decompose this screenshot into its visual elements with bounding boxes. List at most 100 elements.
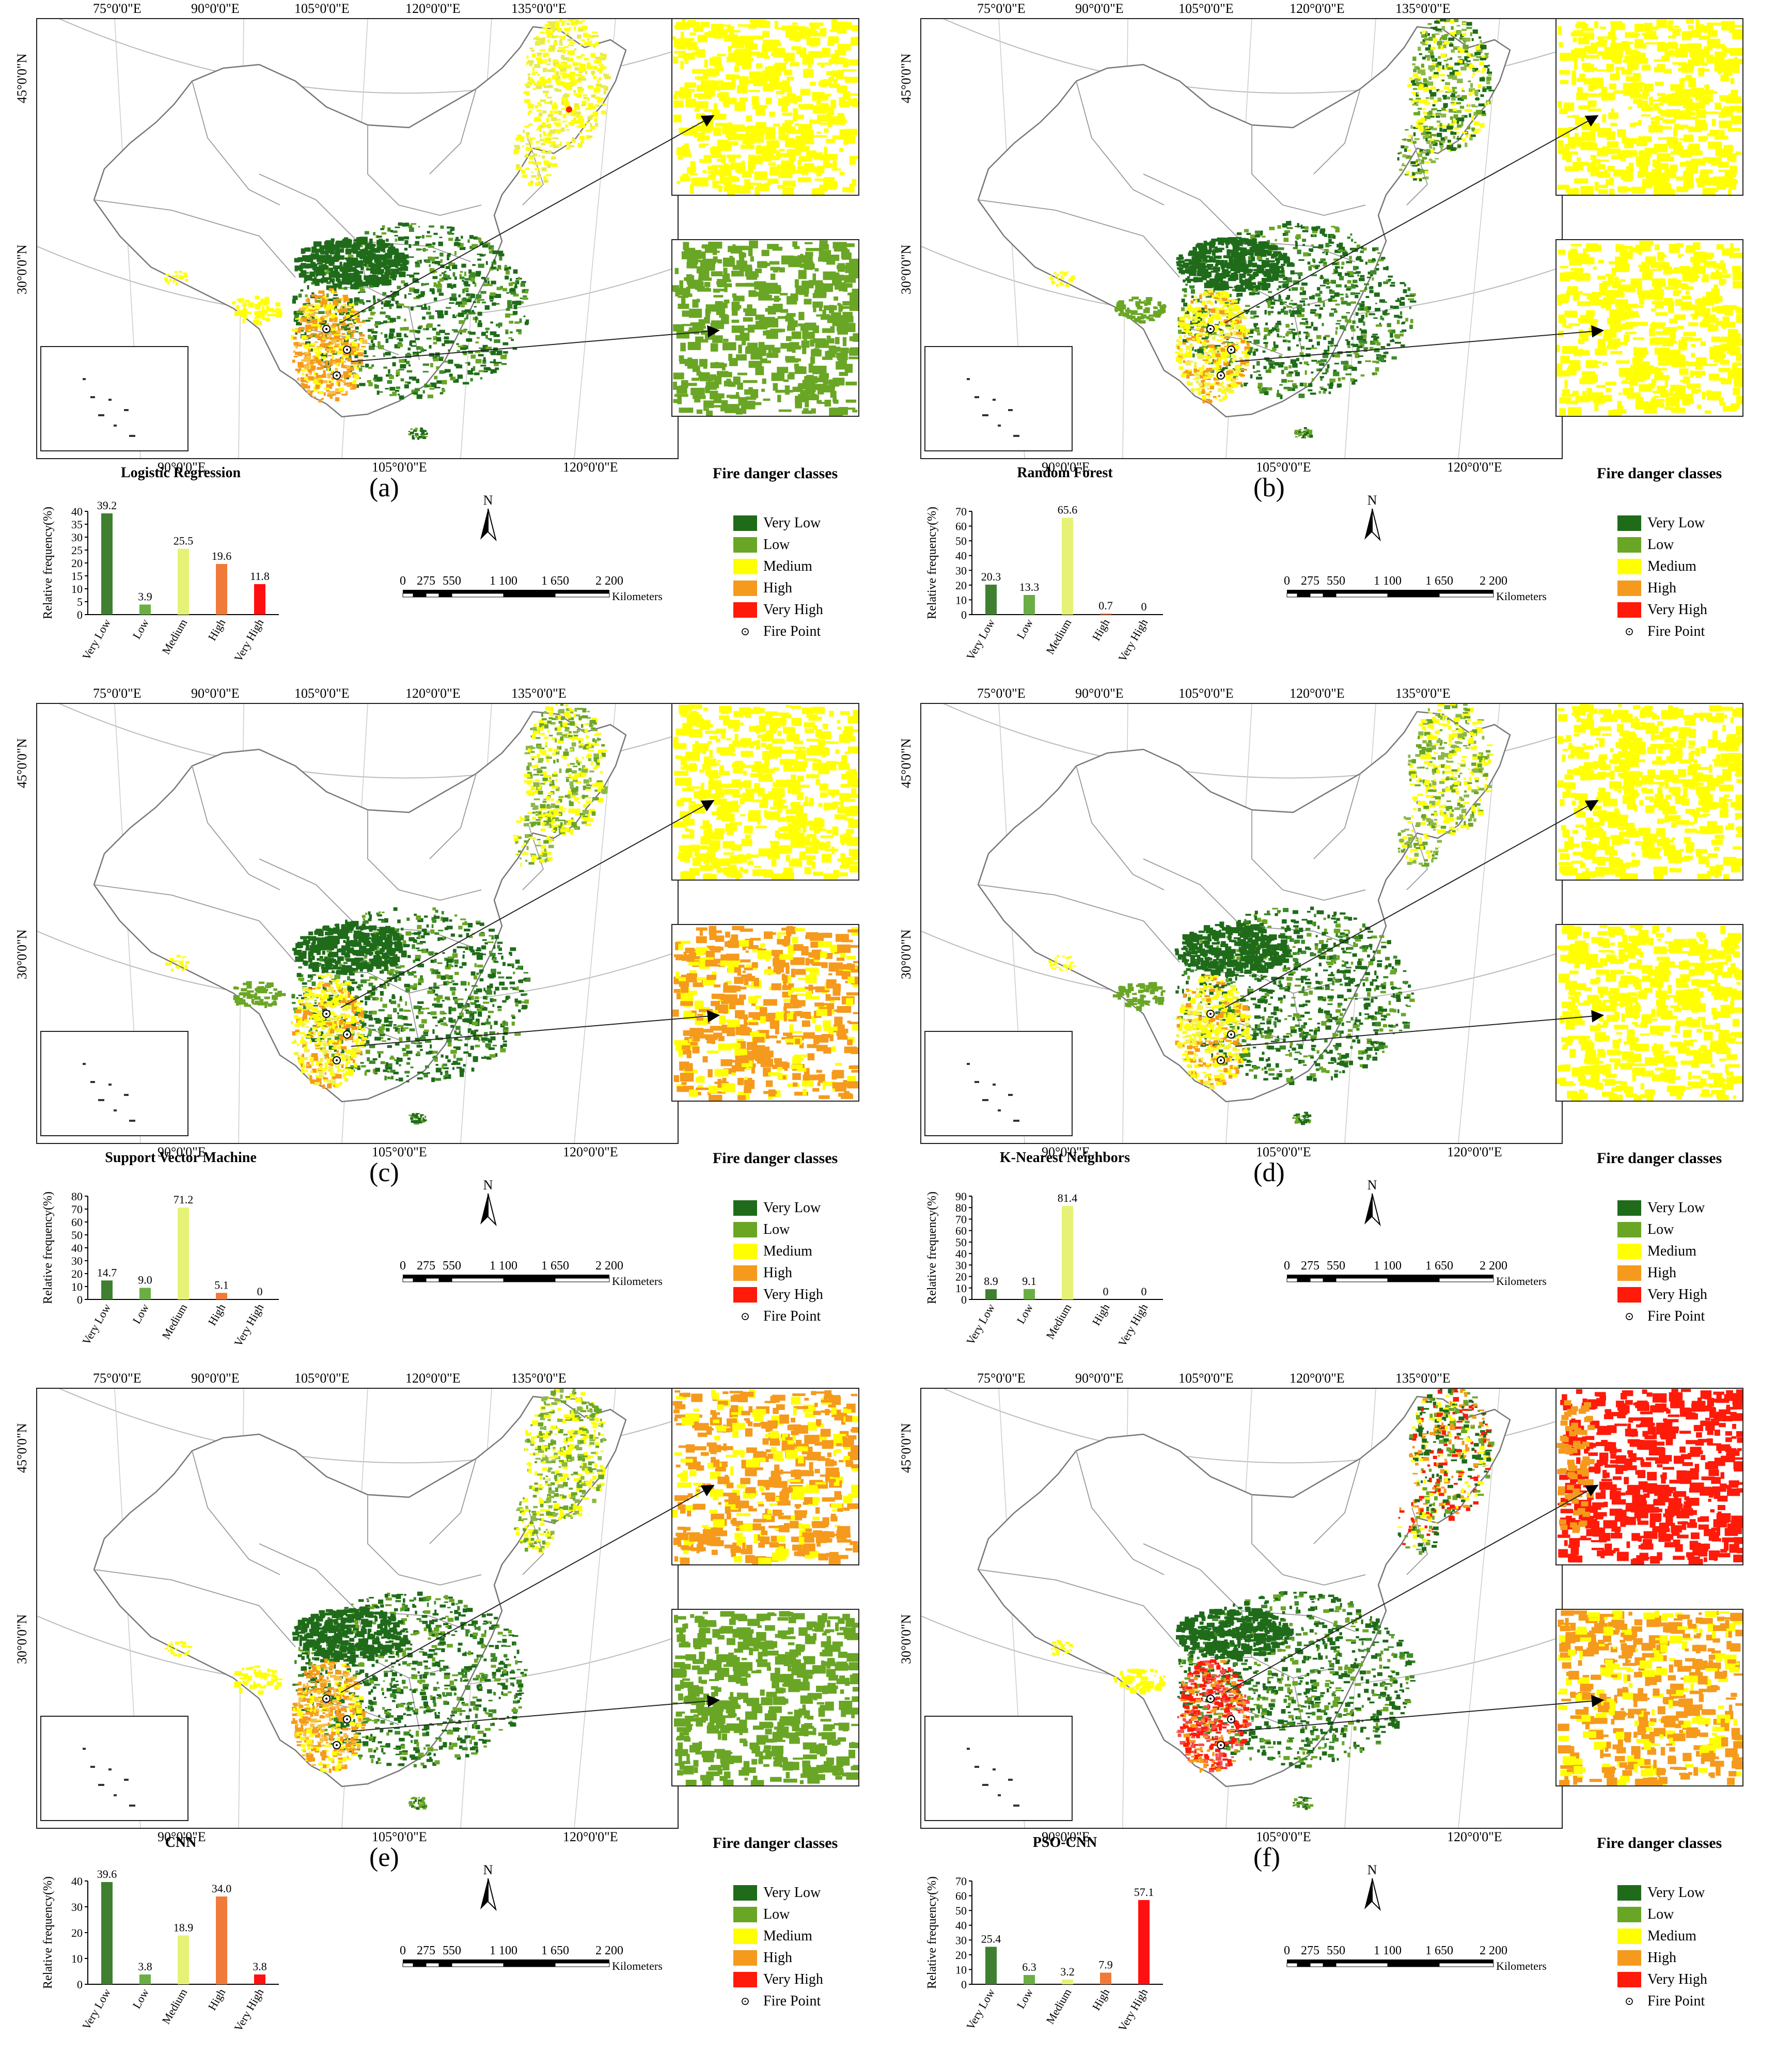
y-tick-label: 30 — [955, 1934, 967, 1947]
y-tick-label: 0 — [961, 608, 967, 621]
legend-item: Very Low — [1561, 1197, 1747, 1219]
scale-tick-label: 1 100 — [1374, 574, 1402, 588]
y-tick-label: 5 — [77, 595, 83, 608]
y-axis-label: Relative frequency(%) — [925, 1876, 939, 1989]
fire-point-icon: ⊙ — [733, 1310, 757, 1323]
y-tick-label: 20 — [71, 557, 83, 570]
legend-item: Medium — [1561, 1925, 1747, 1947]
bar-value-label: 34.0 — [212, 1882, 232, 1895]
category-label: High — [1090, 617, 1112, 643]
bar — [178, 549, 189, 615]
legend-item: High — [1561, 1262, 1747, 1284]
scale-tick-label: 2 200 — [595, 1944, 623, 1957]
scale-tick-label: 1 100 — [490, 574, 517, 588]
bar-value-label: 20.3 — [981, 570, 1001, 583]
bar-value-label: 19.6 — [212, 550, 232, 562]
y-tick-label: 20 — [71, 1267, 83, 1280]
longitude-label: 120°0'0"E — [1447, 1144, 1502, 1160]
scale-tick-label: 1 650 — [1425, 574, 1453, 588]
latitude-label: 30°0'0"N — [899, 245, 914, 294]
bar-value-label: 9.0 — [138, 1274, 152, 1287]
scale-unit: Kilometers — [612, 590, 663, 603]
legend-label: Medium — [1647, 1243, 1696, 1260]
y-tick-label: 50 — [955, 1904, 967, 1917]
y-axis-label: Relative frequency(%) — [925, 1191, 939, 1304]
category-label: Low — [1014, 617, 1036, 641]
category-label: Medium — [1043, 1986, 1074, 2026]
y-tick-label: 30 — [71, 1901, 83, 1914]
legend-swatch — [733, 1287, 757, 1303]
legend-swatch — [1617, 515, 1641, 531]
category-label: High — [206, 1302, 228, 1328]
bar — [1100, 1972, 1111, 1984]
longitude-label: 105°0'0"E — [1178, 1, 1234, 17]
longitude-label: 75°0'0"E — [977, 686, 1026, 701]
category-label: High — [206, 617, 228, 643]
model-title: PSO-CNN — [956, 1835, 1173, 1851]
legend-item: Very High — [1561, 599, 1747, 621]
legend-swatch — [1617, 1907, 1641, 1922]
legend-item: Very High — [1561, 1284, 1747, 1306]
bar-value-label: 8.9 — [984, 1275, 998, 1288]
y-tick-label: 80 — [71, 1190, 83, 1203]
y-tick-label: 80 — [955, 1201, 967, 1214]
legend-swatch — [733, 515, 757, 531]
longitude-label: 120°0'0"E — [405, 686, 461, 701]
scale-tick-label: 0 — [400, 574, 406, 588]
bar — [1138, 1900, 1150, 1984]
y-tick-label: 0 — [77, 1293, 83, 1306]
y-tick-label: 50 — [71, 1229, 83, 1242]
legend-item: Low — [1561, 1219, 1747, 1241]
longitude-label: 120°0'0"E — [1290, 686, 1345, 701]
legend-swatch — [733, 1950, 757, 1966]
legend-label: High — [1647, 1950, 1676, 1966]
legend-item: High — [677, 1262, 862, 1284]
y-tick-label: 10 — [71, 583, 83, 595]
legend-label: Very High — [763, 602, 823, 618]
y-tick-label: 70 — [955, 505, 967, 518]
legend-swatch — [1617, 1200, 1641, 1216]
model-title: CNN — [72, 1835, 289, 1851]
panel-letter: (b) — [1253, 473, 1285, 503]
panel-letter: (d) — [1253, 1157, 1285, 1188]
longitude-label: 120°0'0"E — [563, 1144, 618, 1160]
zoom-detail-panel — [1555, 703, 1743, 881]
legend-item: High — [1561, 1947, 1747, 1969]
bar — [216, 1293, 227, 1299]
longitude-label: 120°0'0"E — [1447, 1829, 1502, 1845]
longitude-label: 135°0'0"E — [511, 1371, 567, 1386]
legend-swatch — [733, 1907, 757, 1922]
china-fire-danger-map — [36, 703, 679, 1144]
bar-value-label: 3.9 — [138, 590, 152, 603]
category-label: Medium — [1043, 1302, 1074, 1341]
y-tick-label: 30 — [955, 564, 967, 577]
legend-swatch — [733, 1200, 757, 1216]
bar-value-label: 39.2 — [97, 499, 117, 512]
panel-letter: (a) — [369, 473, 399, 503]
bar — [101, 1280, 113, 1299]
y-tick-label: 40 — [955, 1247, 967, 1260]
y-tick-label: 60 — [955, 520, 967, 533]
y-tick-label: 70 — [71, 1203, 83, 1216]
zoom-detail-panel — [671, 924, 859, 1102]
scale-tick-label: 1 650 — [541, 574, 569, 588]
china-fire-danger-map — [920, 703, 1563, 1144]
bar — [254, 584, 265, 615]
south-china-sea-inset — [924, 1716, 1073, 1821]
y-tick-label: 60 — [955, 1890, 967, 1903]
scale-tick-label: 1 100 — [1374, 1944, 1402, 1957]
scale-tick-label: 550 — [1327, 1259, 1345, 1273]
legend-item: Medium — [677, 556, 862, 577]
scale-tick-label: 1 650 — [1425, 1259, 1453, 1273]
south-china-sea-inset — [40, 346, 188, 451]
legend-label: Very Low — [763, 1885, 821, 1901]
legend-swatch — [1617, 537, 1641, 553]
scale-tick-label: 550 — [443, 1259, 461, 1273]
scale-unit: Kilometers — [612, 1275, 663, 1288]
y-tick-label: 70 — [955, 1875, 967, 1888]
